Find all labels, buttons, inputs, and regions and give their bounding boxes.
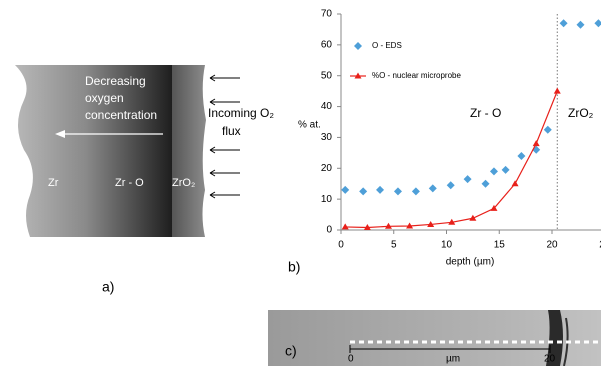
- zr-block: [15, 65, 172, 237]
- series-line: [345, 90, 558, 229]
- x-tick-label: 20: [546, 240, 558, 251]
- arrow-head: [55, 130, 65, 138]
- y-tick-label: 50: [321, 70, 333, 81]
- flux-arrows: [209, 74, 240, 199]
- data-point: [363, 224, 371, 231]
- x-axis-label: depth (µm): [446, 257, 495, 268]
- data-point: [511, 180, 519, 187]
- scale-label: 20: [544, 354, 556, 365]
- data-point: [594, 19, 601, 28]
- label: ZrO₂: [172, 177, 195, 189]
- chart: % at. depth (µm) b) Zr - O ZrO₂ 0 10 20 30 4…: [288, 9, 601, 275]
- data-point: [543, 125, 552, 134]
- x-tick-label: 15: [494, 240, 506, 251]
- region-label: Zr - O: [470, 106, 501, 120]
- data-point: [446, 181, 455, 190]
- label: flux: [222, 124, 241, 138]
- label: Incoming O₂: [208, 106, 274, 120]
- panel-label: b): [288, 259, 300, 275]
- x-tick-label: 5: [391, 240, 397, 251]
- data-point: [406, 222, 414, 229]
- x-tick-label: 25: [599, 240, 601, 251]
- label: concentration: [85, 108, 157, 122]
- legend-marker: [354, 42, 362, 50]
- data-point: [384, 222, 392, 229]
- region-label: ZrO₂: [568, 106, 594, 120]
- label: Decreasing: [85, 74, 146, 88]
- data-point: [376, 185, 385, 194]
- label: Zr: [48, 177, 59, 189]
- oxide-layer: [172, 65, 206, 237]
- label: Zr - O: [115, 177, 144, 189]
- scale-label: µm: [446, 354, 460, 365]
- scale-label: 0: [348, 354, 354, 365]
- y-tick-label: 0: [326, 225, 332, 236]
- micrograph: 0 µm 20 c): [268, 310, 601, 366]
- y-tick-label: 30: [321, 132, 333, 143]
- y-tick-label: 20: [321, 163, 333, 174]
- data-point: [501, 165, 510, 174]
- data-point: [481, 179, 490, 188]
- y-tick-label: 60: [321, 39, 333, 50]
- data-point: [341, 223, 349, 230]
- y-tick-label: 40: [321, 101, 333, 112]
- sem-image: [268, 310, 601, 366]
- label: oxygen: [85, 91, 124, 105]
- panel-label: c): [285, 343, 297, 359]
- legend-marker: [354, 72, 362, 79]
- data-point: [427, 220, 435, 227]
- schematic: Decreasing oxygen concentration Incoming…: [15, 65, 274, 295]
- data-point: [341, 185, 350, 194]
- y-axis-label: % at.: [298, 120, 321, 131]
- data-point: [393, 187, 402, 196]
- legend-label: O - EDS: [372, 41, 402, 50]
- data-point: [532, 140, 540, 147]
- data-point: [489, 167, 498, 176]
- data-point: [448, 218, 456, 225]
- panel-label: a): [102, 279, 114, 295]
- data-point: [428, 184, 437, 193]
- legend-label: %O - nuclear microprobe: [372, 71, 461, 80]
- x-tick-label: 10: [441, 240, 453, 251]
- x-tick-label: 0: [338, 240, 344, 251]
- data-point: [469, 214, 477, 221]
- data-point: [411, 187, 420, 196]
- y-tick-label: 10: [321, 194, 333, 205]
- data-point: [463, 175, 472, 184]
- data-point: [359, 187, 368, 196]
- data-point: [490, 204, 498, 211]
- data-point: [576, 20, 585, 29]
- data-point: [553, 87, 561, 94]
- data-point: [559, 19, 568, 28]
- y-tick-label: 70: [321, 9, 333, 20]
- data-point: [517, 151, 526, 160]
